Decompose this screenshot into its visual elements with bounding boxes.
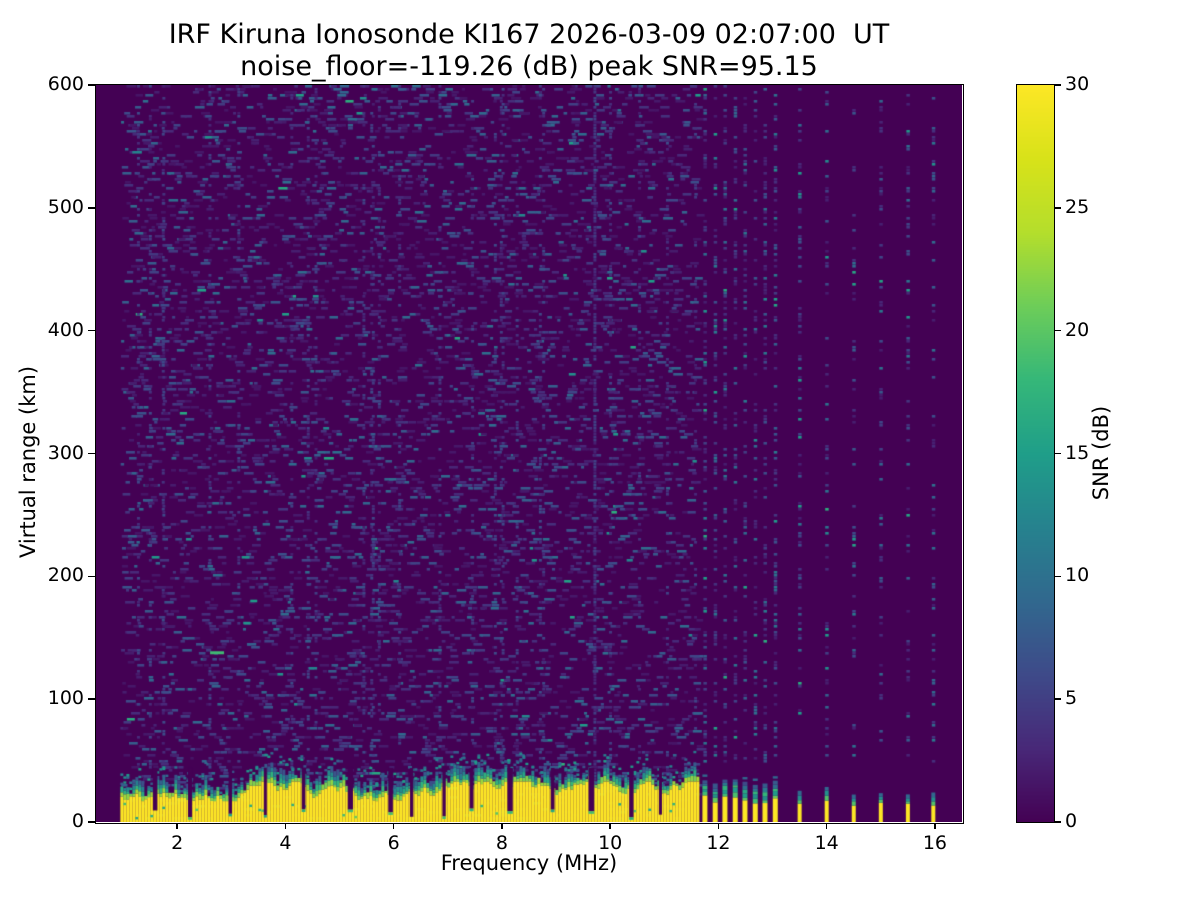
x-tick-label: 6	[387, 832, 400, 854]
colorbar-tick-label: 25	[1065, 195, 1090, 218]
colorbar-tick-label: 0	[1065, 810, 1078, 832]
colorbar-tick-mark	[1055, 698, 1061, 700]
colorbar-tick-mark	[1055, 575, 1061, 578]
figure-title: IRF Kiruna Ionosonde KI167 2026-03-09 02…	[168, 19, 890, 50]
colorbar-tick-mark	[1055, 329, 1061, 332]
y-tick-label: 600	[47, 73, 84, 95]
x-tick-label: 10	[598, 832, 623, 854]
x-tick-label: 2	[171, 832, 184, 854]
y-tick-mark	[88, 329, 95, 332]
y-tick-mark	[88, 207, 95, 209]
x-tick-mark	[501, 823, 503, 829]
colorbar-tick-mark	[1055, 207, 1061, 209]
colorbar-tick-mark	[1055, 821, 1061, 823]
y-tick-label: 300	[47, 441, 84, 464]
x-tick-mark	[825, 823, 828, 829]
y-tick-label: 0	[71, 810, 84, 832]
colorbar-tick-label: 30	[1065, 73, 1090, 95]
x-tick-label: 14	[814, 832, 839, 854]
y-tick-mark	[88, 575, 95, 578]
y-tick-mark	[88, 84, 95, 86]
figure-subtitle: noise_floor=-119.26 (dB) peak SNR=95.15	[240, 51, 818, 82]
colorbar-tick-mark	[1055, 452, 1061, 455]
ionogram-heatmap	[96, 85, 962, 822]
colorbar-tick-label: 10	[1065, 564, 1090, 587]
x-tick-label: 12	[706, 832, 731, 854]
x-tick-mark	[934, 823, 936, 829]
y-tick-mark	[88, 452, 95, 455]
y-tick-label: 500	[47, 195, 84, 218]
colorbar	[1017, 85, 1054, 822]
colorbar-tick-label: 15	[1065, 441, 1090, 464]
y-tick-label: 400	[47, 318, 84, 341]
x-axis-label: Frequency (MHz)	[440, 851, 618, 875]
x-tick-label: 8	[495, 832, 508, 854]
colorbar-tick-label: 5	[1065, 687, 1078, 710]
x-tick-label: 4	[279, 832, 292, 854]
colorbar-tick-mark	[1055, 84, 1061, 86]
y-tick-mark	[88, 821, 95, 823]
y-tick-mark	[88, 698, 95, 700]
y-tick-label: 100	[47, 687, 84, 710]
x-tick-label: 16	[922, 832, 948, 854]
y-tick-label: 200	[47, 564, 84, 587]
x-tick-mark	[176, 823, 178, 829]
x-tick-mark	[284, 823, 287, 829]
x-tick-mark	[609, 823, 611, 829]
x-tick-mark	[392, 823, 395, 829]
colorbar-tick-label: 20	[1065, 318, 1090, 341]
x-tick-mark	[717, 823, 720, 829]
